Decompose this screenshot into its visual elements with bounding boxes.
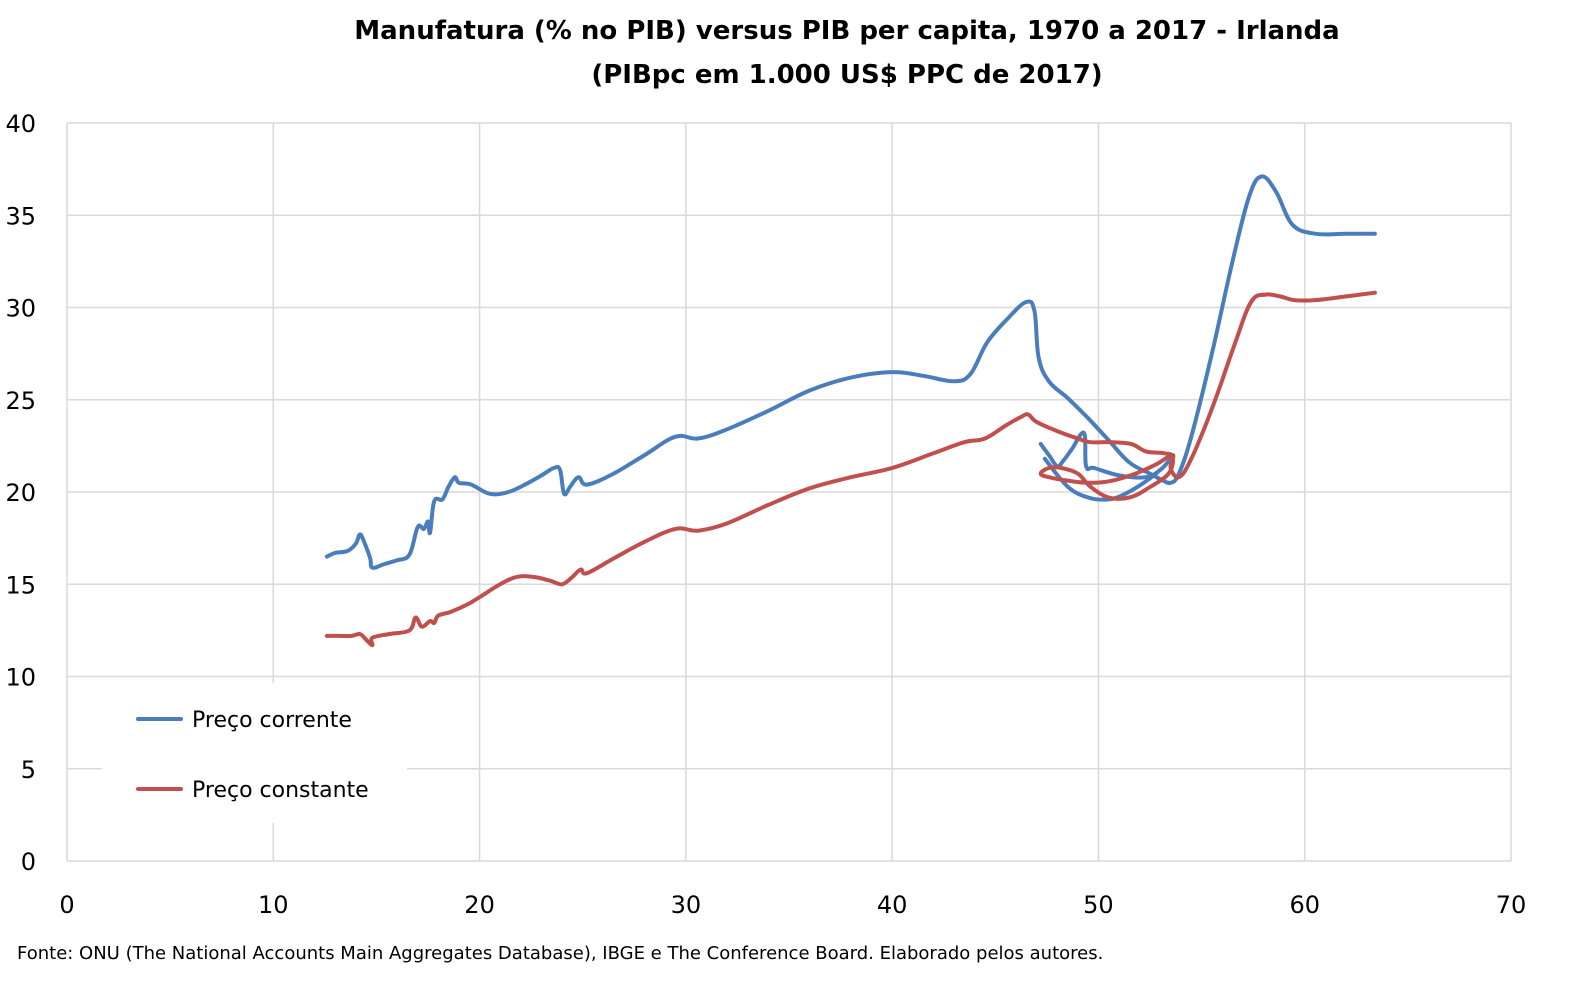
legend-label-preco-corrente: Preço corrente: [192, 708, 352, 733]
legend-background: [102, 683, 407, 823]
y-tick-label-40: 40: [5, 110, 36, 138]
legend: Preço corrente Preço constante: [102, 683, 407, 823]
y-tick-label-10: 10: [5, 664, 36, 692]
x-axis-ticks: 0 10 20 30 40 50 60 70: [59, 891, 1526, 919]
chart-title-line2: (PIBpc em 1.000 US$ PPC de 2017): [591, 60, 1102, 90]
chart-title: Manufatura (% no PIB) versus PIB per cap…: [354, 16, 1339, 90]
x-tick-label-10: 10: [258, 891, 289, 919]
chart-title-line1: Manufatura (% no PIB) versus PIB per cap…: [354, 16, 1339, 46]
y-tick-label-5: 5: [21, 756, 36, 784]
series-lines: [324, 174, 1377, 648]
y-tick-label-20: 20: [5, 479, 36, 507]
series-line-preco-constante: [324, 290, 1377, 648]
x-tick-label-20: 20: [464, 891, 495, 919]
x-tick-label-40: 40: [877, 891, 908, 919]
y-tick-label-0: 0: [21, 848, 36, 876]
x-tick-label-0: 0: [59, 891, 74, 919]
x-tick-label-30: 30: [671, 891, 702, 919]
y-tick-label-35: 35: [5, 202, 36, 230]
source-note: Fonte: ONU (The National Accounts Main A…: [17, 943, 1103, 964]
x-tick-label-70: 70: [1496, 891, 1527, 919]
y-tick-label-25: 25: [5, 387, 36, 415]
y-tick-label-30: 30: [5, 295, 36, 323]
x-tick-label-50: 50: [1083, 891, 1114, 919]
legend-label-preco-constante: Preço constante: [192, 778, 369, 803]
x-tick-label-60: 60: [1289, 891, 1320, 919]
y-tick-label-15: 15: [5, 571, 36, 599]
series-line-preco-corrente: [324, 174, 1377, 570]
y-axis-ticks: 0 5 10 15 20 25 30 35 40: [5, 110, 36, 876]
